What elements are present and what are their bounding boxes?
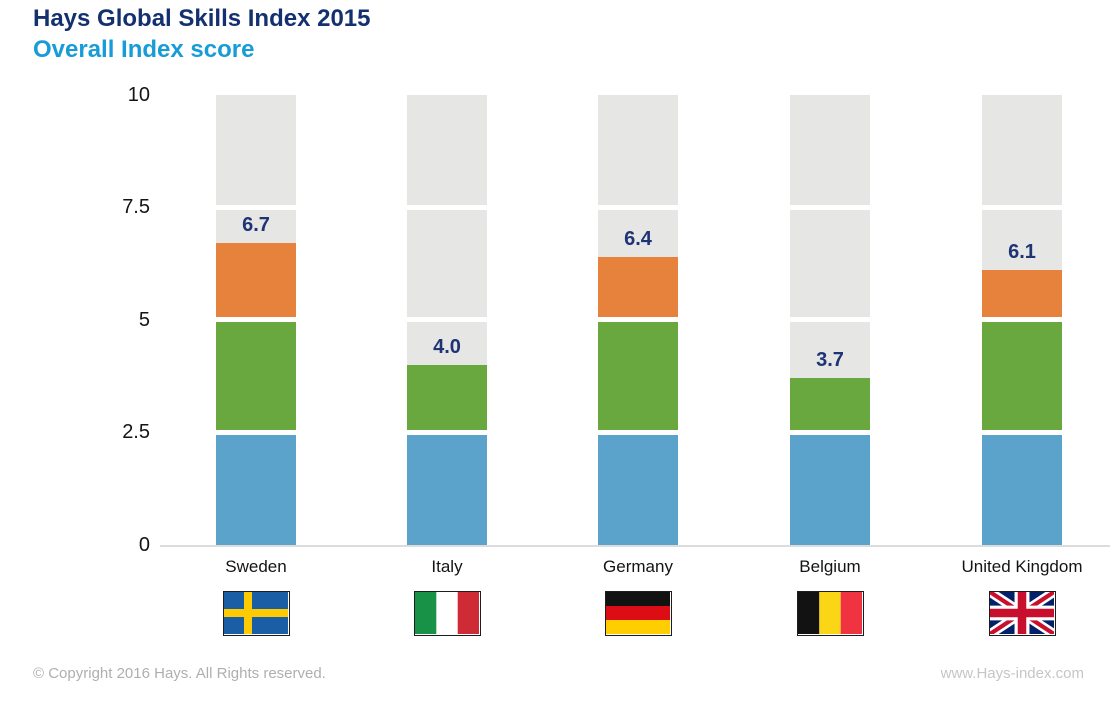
bar-value-label: 4.0: [433, 335, 461, 358]
y-axis-tick-label: 7.5: [122, 196, 150, 219]
page-title: Hays Global Skills Index 2015: [33, 5, 371, 32]
italy-flag-icon: [413, 591, 481, 636]
y-axis-tick-label: 0: [138, 534, 150, 556]
category-label-sweden: Sweden: [225, 557, 287, 576]
bar-segment-filled: [790, 434, 870, 545]
bar-segment-filled: [598, 256, 678, 318]
bar-segment-filled: [216, 243, 296, 318]
bar-segment-filled: [598, 434, 678, 545]
bar-segment-track: [407, 209, 487, 318]
bar-segment-filled: [982, 270, 1062, 318]
bar-value-label: 6.7: [242, 214, 270, 237]
y-axis-tick-label: 2.5: [122, 421, 150, 444]
united-kingdom-flag-icon: [988, 591, 1056, 636]
bar-value-label: 3.7: [816, 349, 844, 372]
page-subtitle: Overall Index score: [33, 36, 255, 63]
category-label-germany: Germany: [603, 557, 673, 576]
bar-segment-track: [598, 94, 678, 205]
bar-segment-filled: [790, 378, 870, 430]
bar-segment-track: [216, 94, 296, 205]
category-label-belgium: Belgium: [799, 557, 861, 576]
bar-segment-filled: [598, 322, 678, 430]
bar-segment-filled: [407, 434, 487, 545]
bar-value-label: 6.1: [1008, 241, 1036, 264]
footer-website-link: www.Hays-index.com: [940, 665, 1084, 682]
belgium-flag-icon: [796, 591, 864, 636]
category-label-italy: Italy: [431, 557, 463, 576]
bar-segment-track: [790, 94, 870, 205]
bar-segment-filled: [982, 434, 1062, 545]
bar-segment-track: [790, 209, 870, 318]
footer-copyright: © Copyright 2016 Hays. All Rights reserv…: [33, 665, 326, 682]
germany-flag-icon: [604, 591, 672, 636]
y-axis-tick-label: 10: [127, 83, 150, 106]
bar-value-label: 6.4: [624, 227, 652, 250]
sweden-flag-icon: [222, 591, 290, 636]
y-axis-tick-label: 5: [138, 308, 150, 331]
bar-segment-filled: [982, 322, 1062, 430]
bar-segment-track: [982, 94, 1062, 205]
category-label-united-kingdom: United Kingdom: [961, 557, 1083, 576]
bar-segment-track: [407, 94, 487, 205]
x-axis-baseline: [160, 545, 1110, 547]
bar-segment-filled: [407, 364, 487, 430]
bar-segment-filled: [216, 322, 296, 430]
bar-segment-filled: [216, 434, 296, 545]
